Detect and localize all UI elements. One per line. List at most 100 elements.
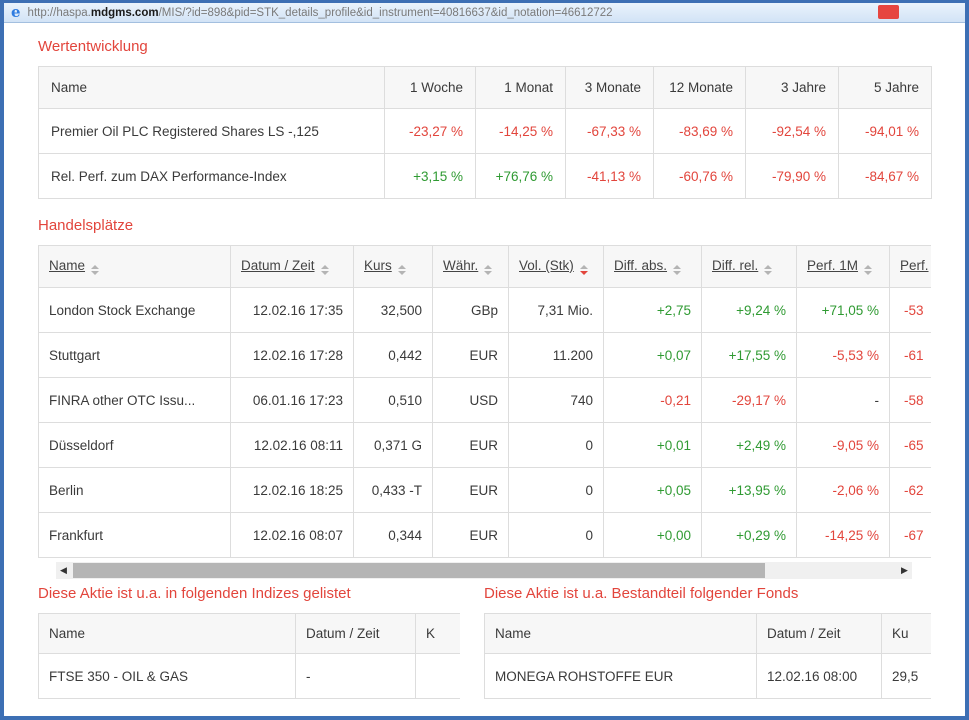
exchange-datetime: 12.02.16 17:35 bbox=[230, 287, 354, 333]
scroll-right-icon[interactable]: ▶ bbox=[901, 565, 908, 575]
exchanges-header-row: Name Datum / Zeit Kurs Währ. Vol. (Stk) … bbox=[38, 245, 931, 288]
exchange-diff-rel: +2,49 % bbox=[701, 422, 797, 468]
exchange-diff-abs: +0,00 bbox=[603, 512, 702, 558]
exchange-volume: 11.200 bbox=[508, 332, 604, 378]
perf-value: -94,01 % bbox=[838, 108, 932, 154]
exchange-perf-clipped: -65 bbox=[889, 422, 931, 468]
exchange-price: 0,510 bbox=[353, 377, 433, 423]
column-header-name: Name bbox=[484, 613, 757, 654]
perf-value: +76,76 % bbox=[475, 153, 566, 199]
exchange-volume: 0 bbox=[508, 422, 604, 468]
exchange-diff-abs: +0,05 bbox=[603, 467, 702, 513]
column-header-datum-zeit[interactable]: Datum / Zeit bbox=[230, 245, 354, 288]
exchange-currency: USD bbox=[432, 377, 509, 423]
exchange-perf-clipped: -62 bbox=[889, 467, 931, 513]
exchange-diff-rel: +9,24 % bbox=[701, 287, 797, 333]
exchange-price: 0,433 -T bbox=[353, 467, 433, 513]
exchange-perf-1m: -2,06 % bbox=[796, 467, 890, 513]
exchange-row: Frankfurt 12.02.16 08:07 0,344 EUR 0 +0,… bbox=[38, 512, 931, 558]
performance-row: Rel. Perf. zum DAX Performance-Index +3,… bbox=[38, 153, 932, 199]
column-header-waehrung[interactable]: Währ. bbox=[432, 245, 509, 288]
exchange-volume: 7,31 Mio. bbox=[508, 287, 604, 333]
exchange-diff-rel: +17,55 % bbox=[701, 332, 797, 378]
exchanges-table-viewport: Name Datum / Zeit Kurs Währ. Vol. (Stk) … bbox=[38, 245, 931, 558]
exchange-diff-abs: +0,01 bbox=[603, 422, 702, 468]
indices-header-row: Name Datum / Zeit K bbox=[38, 613, 460, 654]
perf-value: -23,27 % bbox=[384, 108, 476, 154]
perf-value: -83,69 % bbox=[653, 108, 746, 154]
exchange-volume: 0 bbox=[508, 467, 604, 513]
sort-icon bbox=[397, 265, 406, 275]
exchange-row: Stuttgart 12.02.16 17:28 0,442 EUR 11.20… bbox=[38, 332, 931, 378]
exchange-diff-abs: +2,75 bbox=[603, 287, 702, 333]
performance-table: Name 1 Woche 1 Monat 3 Monate 12 Monate … bbox=[38, 66, 932, 199]
column-header-perf-1m[interactable]: Perf. 1M bbox=[796, 245, 890, 288]
exchange-row: Berlin 12.02.16 18:25 0,433 -T EUR 0 +0,… bbox=[38, 467, 931, 513]
fund-row: MONEGA ROHSTOFFE EUR 12.02.16 08:00 29,5 bbox=[484, 653, 931, 699]
exchange-datetime: 12.02.16 08:07 bbox=[230, 512, 354, 558]
perf-value: -84,67 % bbox=[838, 153, 932, 199]
exchange-currency: EUR bbox=[432, 422, 509, 468]
exchange-currency: EUR bbox=[432, 467, 509, 513]
exchange-price: 0,442 bbox=[353, 332, 433, 378]
address-bar: e http://haspa.mdgms.com/MIS/?id=898&pid… bbox=[4, 3, 965, 23]
url-domain: mdgms.com bbox=[90, 6, 159, 19]
exchange-volume: 0 bbox=[508, 512, 604, 558]
stop-button[interactable] bbox=[878, 5, 899, 19]
exchange-volume: 740 bbox=[508, 377, 604, 423]
column-header-diff-abs[interactable]: Diff. abs. bbox=[603, 245, 702, 288]
indices-table: Name Datum / Zeit K FTSE 350 - OIL & GAS… bbox=[38, 613, 460, 699]
index-row: FTSE 350 - OIL & GAS - bbox=[38, 653, 460, 699]
column-header-diff-rel[interactable]: Diff. rel. bbox=[701, 245, 797, 288]
column-header-name: Name bbox=[38, 66, 385, 109]
column-header-name[interactable]: Name bbox=[38, 245, 231, 288]
exchange-row: London Stock Exchange 12.02.16 17:35 32,… bbox=[38, 287, 931, 333]
index-datetime: - bbox=[295, 653, 416, 699]
url-prefix: http://haspa. bbox=[27, 6, 91, 19]
exchange-diff-abs: +0,07 bbox=[603, 332, 702, 378]
exchange-perf-1m: -5,53 % bbox=[796, 332, 890, 378]
exchange-currency: GBp bbox=[432, 287, 509, 333]
sort-icon-active-desc bbox=[579, 265, 588, 275]
url-path: /MIS/?id=898&pid=STK_details_profile&id_… bbox=[158, 6, 613, 19]
indices-section: Diese Aktie ist u.a. in folgenden Indize… bbox=[38, 585, 460, 699]
exchange-diff-abs: -0,21 bbox=[603, 377, 702, 423]
sort-icon bbox=[764, 265, 773, 275]
sort-icon bbox=[673, 265, 682, 275]
bottom-section: Diese Aktie ist u.a. in folgenden Indize… bbox=[38, 585, 931, 699]
perf-value: -14,25 % bbox=[475, 108, 566, 154]
column-header-kurs[interactable]: Kurs bbox=[353, 245, 433, 288]
exchange-price: 0,344 bbox=[353, 512, 433, 558]
column-header-volumen[interactable]: Vol. (Stk) bbox=[508, 245, 604, 288]
exchange-price: 0,371 G bbox=[353, 422, 433, 468]
column-header-name: Name bbox=[38, 613, 296, 654]
column-header-1-woche: 1 Woche bbox=[384, 66, 476, 109]
exchanges-table: Name Datum / Zeit Kurs Währ. Vol. (Stk) … bbox=[38, 245, 931, 558]
perf-value: +3,15 % bbox=[384, 153, 476, 199]
exchange-perf-clipped: -67 bbox=[889, 512, 931, 558]
column-header-kurs-clipped: Ku bbox=[881, 613, 931, 654]
fund-price: 29,5 bbox=[881, 653, 931, 699]
column-header-datum-zeit: Datum / Zeit bbox=[295, 613, 416, 654]
performance-header-row: Name 1 Woche 1 Monat 3 Monate 12 Monate … bbox=[38, 66, 932, 109]
url-input[interactable]: http://haspa.mdgms.com/MIS/?id=898&pid=S… bbox=[28, 7, 613, 19]
exchange-perf-clipped: -58 bbox=[889, 377, 931, 423]
horizontal-scrollbar[interactable]: ◀ ▶ bbox=[56, 562, 912, 579]
exchange-name: Stuttgart bbox=[38, 332, 231, 378]
perf-value: -60,76 % bbox=[653, 153, 746, 199]
exchange-row: FINRA other OTC Issu... 06.01.16 17:23 0… bbox=[38, 377, 931, 423]
exchange-name: FINRA other OTC Issu... bbox=[38, 377, 231, 423]
scrollbar-thumb[interactable] bbox=[73, 563, 765, 578]
exchange-perf-1m: -14,25 % bbox=[796, 512, 890, 558]
funds-header-row: Name Datum / Zeit Ku bbox=[484, 613, 931, 654]
column-header-perf-clipped[interactable]: Perf. bbox=[889, 245, 931, 288]
exchange-name: London Stock Exchange bbox=[38, 287, 231, 333]
exchange-diff-rel: +0,29 % bbox=[701, 512, 797, 558]
instrument-name: Rel. Perf. zum DAX Performance-Index bbox=[38, 153, 385, 199]
funds-table-viewport: Name Datum / Zeit Ku MONEGA ROHSTOFFE EU… bbox=[484, 613, 931, 699]
exchange-diff-rel: -29,17 % bbox=[701, 377, 797, 423]
exchange-perf-1m: +71,05 % bbox=[796, 287, 890, 333]
funds-section-title: Diese Aktie ist u.a. Bestandteil folgend… bbox=[484, 585, 799, 602]
column-header-kurs-clipped: K bbox=[415, 613, 460, 654]
scroll-left-icon[interactable]: ◀ bbox=[60, 565, 67, 575]
